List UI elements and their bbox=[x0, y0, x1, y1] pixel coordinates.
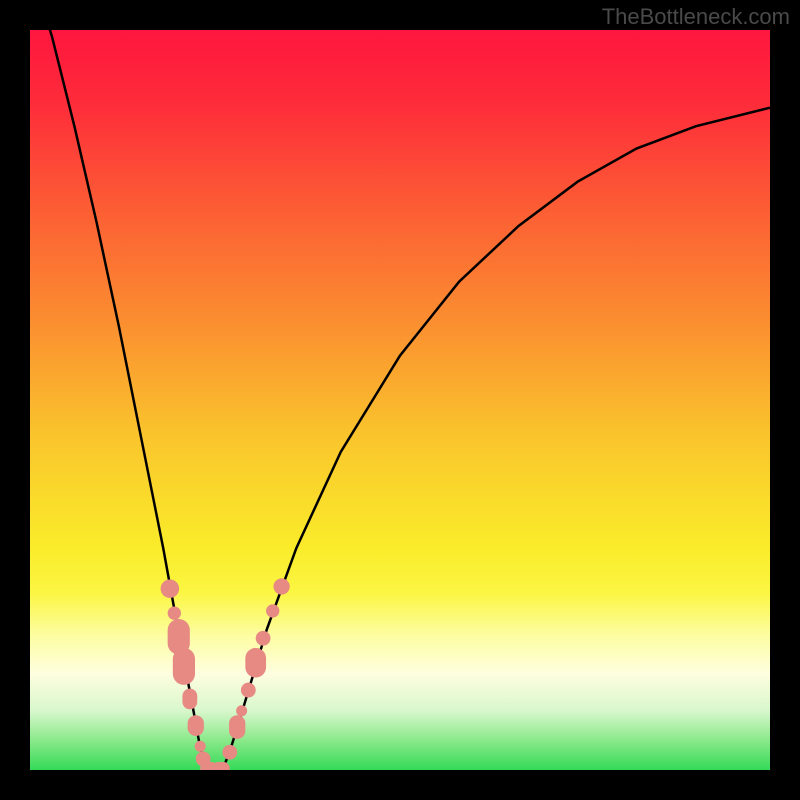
data-marker bbox=[222, 745, 237, 760]
data-marker bbox=[266, 604, 279, 617]
data-marker bbox=[161, 579, 180, 598]
chart-container: TheBottleneck.com bbox=[0, 0, 800, 800]
data-marker bbox=[273, 578, 289, 594]
data-marker bbox=[241, 683, 256, 698]
data-marker bbox=[188, 715, 204, 736]
data-marker bbox=[229, 715, 245, 739]
data-marker bbox=[236, 705, 247, 716]
data-marker bbox=[245, 648, 266, 678]
bottleneck-chart bbox=[0, 0, 800, 800]
data-marker bbox=[195, 741, 206, 752]
data-marker bbox=[182, 689, 197, 710]
data-marker bbox=[173, 648, 195, 685]
data-marker bbox=[168, 606, 181, 619]
data-marker bbox=[256, 631, 271, 646]
watermark-text: TheBottleneck.com bbox=[602, 4, 790, 30]
